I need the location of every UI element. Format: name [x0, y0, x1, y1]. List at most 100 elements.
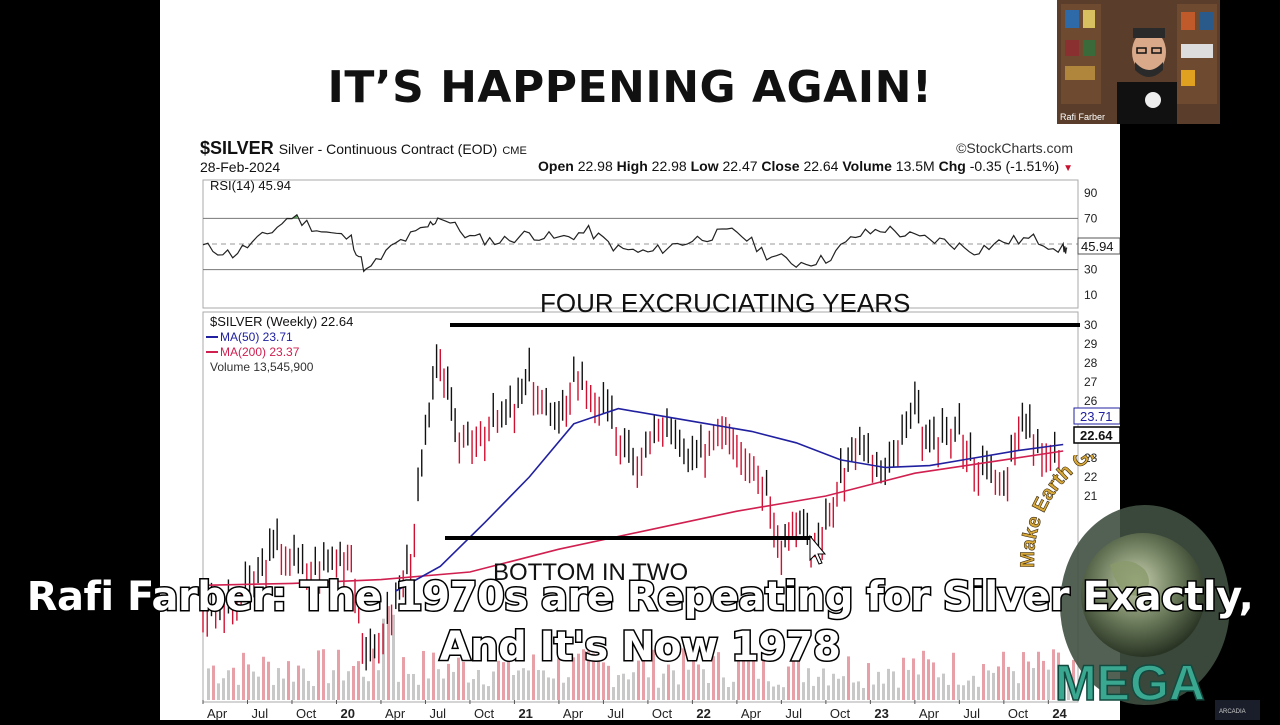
webcam-name: Rafi Farber — [1060, 112, 1105, 122]
volume-bar — [252, 672, 255, 700]
volume-bar — [907, 670, 910, 700]
volume-bar — [842, 676, 845, 700]
x-tick-label: Jul — [429, 706, 446, 720]
volume-bar — [312, 686, 315, 700]
x-tick-label: Oct — [652, 706, 673, 720]
volume-bar — [917, 674, 920, 700]
ma50-last-value: 23.71 — [1080, 409, 1113, 424]
volume-bar — [547, 677, 550, 700]
rsi-tick-label: 90 — [1084, 186, 1098, 200]
volume-bar — [812, 686, 815, 700]
volume-bar — [477, 670, 480, 700]
x-tick-label: Apr — [919, 706, 940, 720]
volume-bar — [767, 681, 770, 700]
price-last-value: 22.64 — [1080, 428, 1113, 443]
volume-bar — [467, 683, 470, 700]
volume-bar — [237, 685, 240, 700]
volume-bar — [347, 671, 350, 700]
x-tick-label: 20 — [340, 706, 354, 720]
x-tick-label: Apr — [385, 706, 406, 720]
volume-bar — [892, 671, 895, 700]
x-tick-label: Apr — [741, 706, 762, 720]
volume-bar — [562, 683, 565, 700]
x-tick-label: 23 — [874, 706, 888, 720]
volume-bar — [482, 684, 485, 700]
volume-bar — [217, 683, 220, 700]
legend-ma200: MA(200) 23.37 — [220, 345, 300, 359]
volume-bar — [992, 673, 995, 700]
volume-bar — [972, 676, 975, 700]
volume-bar — [872, 685, 875, 700]
volume-bar — [222, 678, 225, 700]
x-tick-label: Jul — [963, 706, 980, 720]
volume-bar — [282, 679, 285, 700]
volume-bar — [617, 675, 620, 700]
volume-bar — [612, 687, 615, 700]
legend-price: $SILVER (Weekly) 22.64 — [210, 314, 353, 329]
volume-bar — [897, 688, 900, 700]
volume-bar — [632, 672, 635, 700]
volume-bar — [492, 672, 495, 700]
rsi-tick-label: 10 — [1084, 288, 1098, 302]
volume-bar — [227, 670, 230, 700]
volume-bar — [377, 670, 380, 700]
volume-bar — [942, 674, 945, 700]
volume-bar — [757, 679, 760, 700]
volume-bar — [722, 677, 725, 700]
volume-bar — [622, 674, 625, 700]
caption-line-2: And It's Now 1978 — [0, 622, 1280, 672]
volume-bar — [522, 668, 525, 700]
x-tick-label: Oct — [830, 706, 851, 720]
volume-bar — [687, 670, 690, 700]
rsi-title: RSI(14) 45.94 — [210, 178, 291, 193]
volume-bar — [782, 687, 785, 700]
volume-bar — [437, 669, 440, 700]
volume-bar — [527, 670, 530, 700]
volume-bar — [327, 683, 330, 700]
volume-bar — [277, 668, 280, 700]
volume-bar — [777, 685, 780, 700]
price-tick-label: 29 — [1084, 337, 1098, 351]
volume-bar — [232, 668, 235, 700]
volume-bar — [862, 688, 865, 700]
volume-bar — [832, 674, 835, 700]
volume-bar — [857, 681, 860, 700]
volume-bar — [727, 687, 730, 700]
volume-bar — [962, 685, 965, 700]
price-tick-label: 30 — [1084, 318, 1098, 332]
legend-ma50: MA(50) 23.71 — [220, 330, 293, 344]
volume-bar — [342, 680, 345, 700]
volume-bar — [472, 679, 475, 700]
x-tick-label: Jul — [607, 706, 624, 720]
x-tick-label: Apr — [563, 706, 584, 720]
volume-bar — [412, 674, 415, 700]
volume-bar — [302, 669, 305, 700]
volume-bar — [677, 684, 680, 700]
webcam-feed: Rafi Farber — [1057, 0, 1220, 124]
volume-bar — [657, 688, 660, 700]
volume-bar — [362, 677, 365, 700]
volume-bar — [772, 687, 775, 700]
rsi-tick-label: 30 — [1084, 263, 1098, 277]
price-tick-label: 28 — [1084, 356, 1098, 370]
volume-bar — [827, 685, 830, 700]
volume-bar — [332, 670, 335, 700]
volume-bar — [672, 670, 675, 700]
x-tick-label: 22 — [696, 706, 710, 720]
volume-bar — [417, 685, 420, 700]
volume-bar — [272, 685, 275, 700]
x-tick-label: 21 — [518, 706, 532, 720]
volume-bar — [512, 675, 515, 700]
x-tick-label: Jul — [251, 706, 268, 720]
volume-bar — [877, 672, 880, 700]
volume-bar — [887, 669, 890, 700]
volume-bar — [292, 682, 295, 700]
webcam-scene-icon — [1057, 0, 1220, 124]
volume-bar — [487, 686, 490, 700]
volume-bar — [397, 682, 400, 700]
volume-bar — [647, 677, 650, 700]
volume-bar — [662, 674, 665, 700]
volume-bar — [822, 668, 825, 700]
volume-bar — [427, 678, 430, 700]
